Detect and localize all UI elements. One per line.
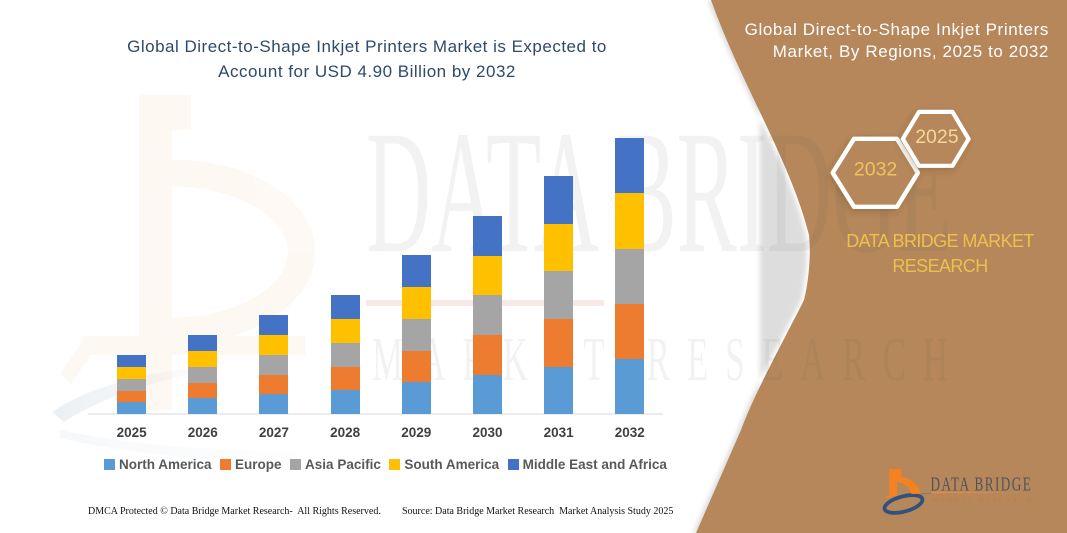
svg-text:MARKET RESEARCH: MARKET RESEARCH: [932, 497, 1034, 504]
svg-text:DATA BRIDGE: DATA BRIDGE: [931, 473, 1033, 495]
svg-text:2032: 2032: [854, 159, 897, 181]
svg-text:MARKET RESEARCH: MARKET RESEARCH: [372, 325, 965, 394]
svg-text:2025: 2025: [915, 126, 959, 148]
